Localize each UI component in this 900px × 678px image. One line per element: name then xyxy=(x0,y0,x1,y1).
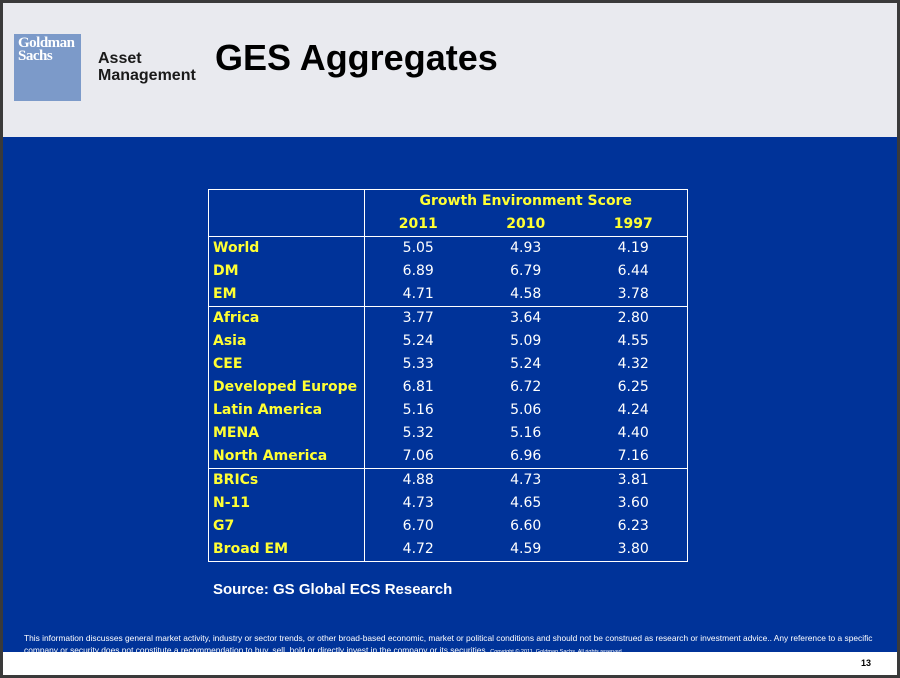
score-cell: 4.40 xyxy=(579,422,689,445)
row-label: World xyxy=(208,236,365,260)
score-cell: 4.59 xyxy=(471,538,580,562)
score-cell: 4.72 xyxy=(364,538,472,562)
score-cell: 3.64 xyxy=(471,306,580,330)
disclaimer: This information discusses general marke… xyxy=(24,632,894,658)
row-label: Latin America xyxy=(208,399,365,422)
score-cell: 6.44 xyxy=(579,260,689,283)
row-label: BRICs xyxy=(208,468,365,492)
score-cell: 5.33 xyxy=(402,356,434,372)
table-year-row: 2011 2010 1997 xyxy=(209,213,689,237)
row-label: North America xyxy=(208,445,365,469)
score-cell: 5.16 xyxy=(510,425,542,441)
score-cell: 6.60 xyxy=(510,518,542,534)
slide-header: Goldman Sachs Asset Management GES Aggre… xyxy=(3,3,897,137)
score-cell: 6.81 xyxy=(402,379,434,395)
score-cell: 5.05 xyxy=(364,236,472,260)
table-row: Broad EM 4.72 4.59 3.80 xyxy=(208,538,689,562)
score-cell: 5.32 xyxy=(402,425,434,441)
row-label: G7 xyxy=(208,515,365,538)
row-label: MENA xyxy=(208,422,365,445)
disclaimer-text: This information discusses general marke… xyxy=(24,633,873,655)
score-cell: 4.24 xyxy=(579,399,689,422)
score-cell: 7.06 xyxy=(402,448,434,464)
score-cell: 4.73 xyxy=(471,468,580,492)
table-row: World 5.05 4.93 4.19 xyxy=(208,236,689,260)
page-number: 13 xyxy=(860,658,871,668)
year-header: 2011 xyxy=(398,216,438,232)
logo-word-sachs: Sachs xyxy=(18,48,53,64)
score-cell: 4.65 xyxy=(510,495,542,511)
row-label: Broad EM xyxy=(208,538,365,562)
score-cell: 4.58 xyxy=(510,286,542,302)
row-label: Asia xyxy=(208,330,365,353)
score-cell: 5.06 xyxy=(510,402,542,418)
score-cell: 6.72 xyxy=(510,379,542,395)
year-header: 1997 xyxy=(579,213,689,237)
header-corner-cell xyxy=(208,189,365,237)
logo-word-goldman: Goldman xyxy=(18,35,75,51)
score-cell: 4.73 xyxy=(402,495,434,511)
score-cell: 3.80 xyxy=(579,538,689,562)
score-cell: 3.81 xyxy=(579,468,689,492)
score-cell: 6.89 xyxy=(402,263,434,279)
score-cell: 3.78 xyxy=(579,283,689,307)
score-cell: 5.24 xyxy=(402,333,434,349)
year-header: 2010 xyxy=(506,216,546,232)
table-row: Africa 3.77 3.64 2.80 xyxy=(208,306,689,330)
group-header: Growth Environment Score xyxy=(364,189,688,213)
table-row: Latin America 5.16 5.06 4.24 xyxy=(208,399,689,422)
content-panel: Growth Environment Score 2011 2010 1997 Worl… xyxy=(3,137,897,655)
score-cell: 4.32 xyxy=(579,353,689,376)
table-header-row: Growth Environment Score xyxy=(208,189,688,237)
score-cell: 6.23 xyxy=(579,515,689,538)
score-cell: 6.96 xyxy=(510,448,542,464)
score-cell: 4.55 xyxy=(579,330,689,353)
management-word: Management xyxy=(98,67,196,84)
row-label: EM xyxy=(208,283,365,307)
table-row: MENA 5.32 5.16 4.40 xyxy=(208,422,689,445)
table-row: Developed Europe 6.81 6.72 6.25 xyxy=(208,376,689,399)
table-row: BRICs 4.88 4.73 3.81 xyxy=(208,468,689,492)
score-cell: 3.60 xyxy=(579,492,689,515)
table-row: North America 7.06 6.96 7.16 xyxy=(208,445,689,469)
score-cell: 6.79 xyxy=(510,263,542,279)
score-cell: 6.70 xyxy=(402,518,434,534)
row-label: N-11 xyxy=(208,492,365,515)
score-cell: 4.93 xyxy=(471,236,580,260)
score-cell: 5.24 xyxy=(510,356,542,372)
table-row: DM 6.89 6.79 6.44 xyxy=(208,260,689,283)
score-cell: 5.09 xyxy=(510,333,542,349)
logo-text: Goldman Sachs xyxy=(18,35,80,64)
asset-word: Asset xyxy=(98,50,142,67)
row-label: DM xyxy=(208,260,365,283)
row-label: Developed Europe xyxy=(208,376,365,399)
row-label: CEE xyxy=(208,353,365,376)
score-cell: 7.16 xyxy=(579,445,689,469)
ges-table: Growth Environment Score 2011 2010 1997 Worl… xyxy=(208,189,689,562)
source-note: Source: GS Global ECS Research xyxy=(213,581,453,598)
asset-management-wordmark: Asset Management xyxy=(98,50,196,84)
row-label: Africa xyxy=(208,306,365,330)
table-row: N-11 4.73 4.65 3.60 xyxy=(208,492,689,515)
score-cell: 4.19 xyxy=(579,236,689,260)
score-cell: 6.25 xyxy=(579,376,689,399)
score-cell: 4.88 xyxy=(364,468,472,492)
score-cell: 5.16 xyxy=(402,402,434,418)
table-row: G7 6.70 6.60 6.23 xyxy=(208,515,689,538)
slide: Goldman Sachs Asset Management GES Aggre… xyxy=(3,3,897,675)
table-row: EM 4.71 4.58 3.78 xyxy=(208,283,689,307)
score-cell: 3.77 xyxy=(364,306,472,330)
table-row: Asia 5.24 5.09 4.55 xyxy=(208,330,689,353)
score-cell: 4.71 xyxy=(402,286,434,302)
goldman-sachs-logo: Goldman Sachs xyxy=(14,34,81,101)
table-row: CEE 5.33 5.24 4.32 xyxy=(208,353,689,376)
score-cell: 2.80 xyxy=(579,306,689,330)
page-title: GES Aggregates xyxy=(215,37,498,78)
copyright-text: Copyright © 2011, Goldman Sachs. All rig… xyxy=(490,649,622,655)
